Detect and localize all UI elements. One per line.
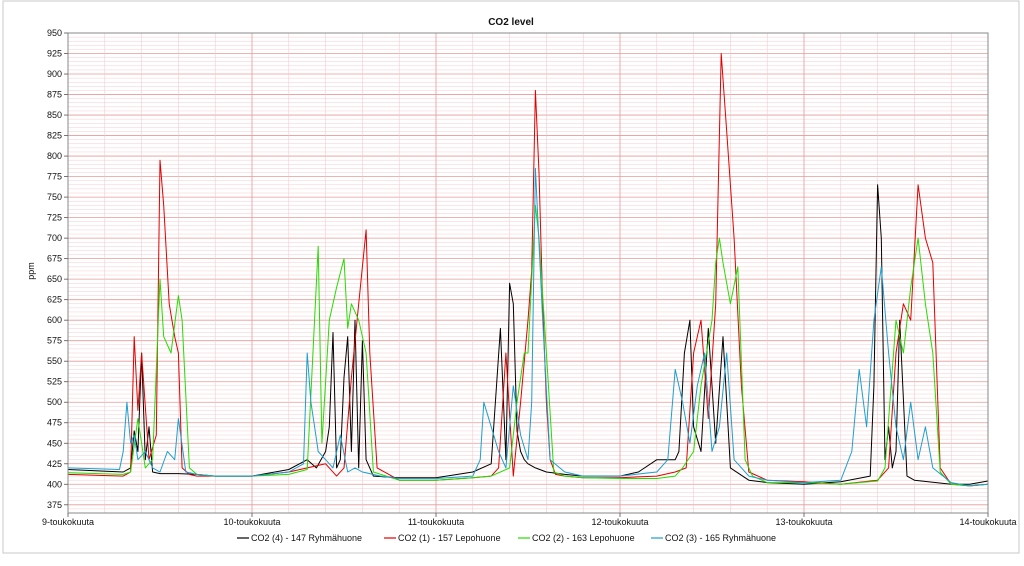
y-tick-label: 650 (47, 274, 62, 284)
x-tick-label: 9-toukokuuta (42, 517, 94, 527)
chart-title: CO2 level (488, 17, 534, 28)
x-tick-label: 11-toukokuuta (408, 517, 464, 527)
y-tick-label: 700 (47, 233, 62, 243)
y-tick-label: 850 (47, 110, 62, 120)
plot-area (68, 33, 988, 513)
legend-label-4: CO2 (3) - 165 Ryhmähuone (665, 533, 776, 543)
y-tick-label: 575 (47, 336, 62, 346)
x-tick-label: 10-toukokuuta (223, 517, 280, 527)
y-tick-label: 375 (47, 500, 62, 510)
y-tick-label: 450 (47, 438, 62, 448)
x-tick-label: 12-toukokuuta (591, 517, 648, 527)
y-tick-label: 525 (47, 377, 62, 387)
y-tick-label: 625 (47, 295, 62, 305)
y-tick-label: 550 (47, 356, 62, 366)
y-tick-label: 925 (47, 49, 62, 59)
y-axis-label: ppm (26, 262, 36, 280)
y-tick-label: 900 (47, 69, 62, 79)
y-tick-label: 400 (47, 479, 62, 489)
legend-label-1: CO2 (4) - 147 Ryhmähuone (251, 533, 362, 543)
legend-label-2: CO2 (1) - 157 Lepohuone (398, 533, 501, 543)
series-line-3 (67, 204, 989, 487)
y-tick-label: 950 (47, 28, 62, 38)
series-line-4 (67, 167, 989, 487)
x-tick-label: 13-toukokuuta (775, 517, 832, 527)
y-tick-label: 750 (47, 192, 62, 202)
y-tick-label: 475 (47, 418, 62, 428)
chart-frame (2, 0, 1020, 554)
plot-border (67, 32, 989, 514)
y-tick-label: 600 (47, 315, 62, 325)
legend-label-3: CO2 (2) - 163 Lepohuone (532, 533, 635, 543)
y-tick-label: 775 (47, 172, 62, 182)
y-tick-label: 500 (47, 397, 62, 407)
x-tick-label: 14-toukokuuta (959, 517, 1016, 527)
y-tick-label: 425 (47, 459, 62, 469)
chart-legend: CO2 (4) - 147 Ryhmähuone CO2 (1) - 157 Le… (237, 533, 776, 543)
y-tick-label: 800 (47, 151, 62, 161)
y-tick-label: 825 (47, 131, 62, 141)
y-tick-label: 875 (47, 90, 62, 100)
y-tick-label: 725 (47, 213, 62, 223)
y-tick-label: 675 (47, 254, 62, 264)
